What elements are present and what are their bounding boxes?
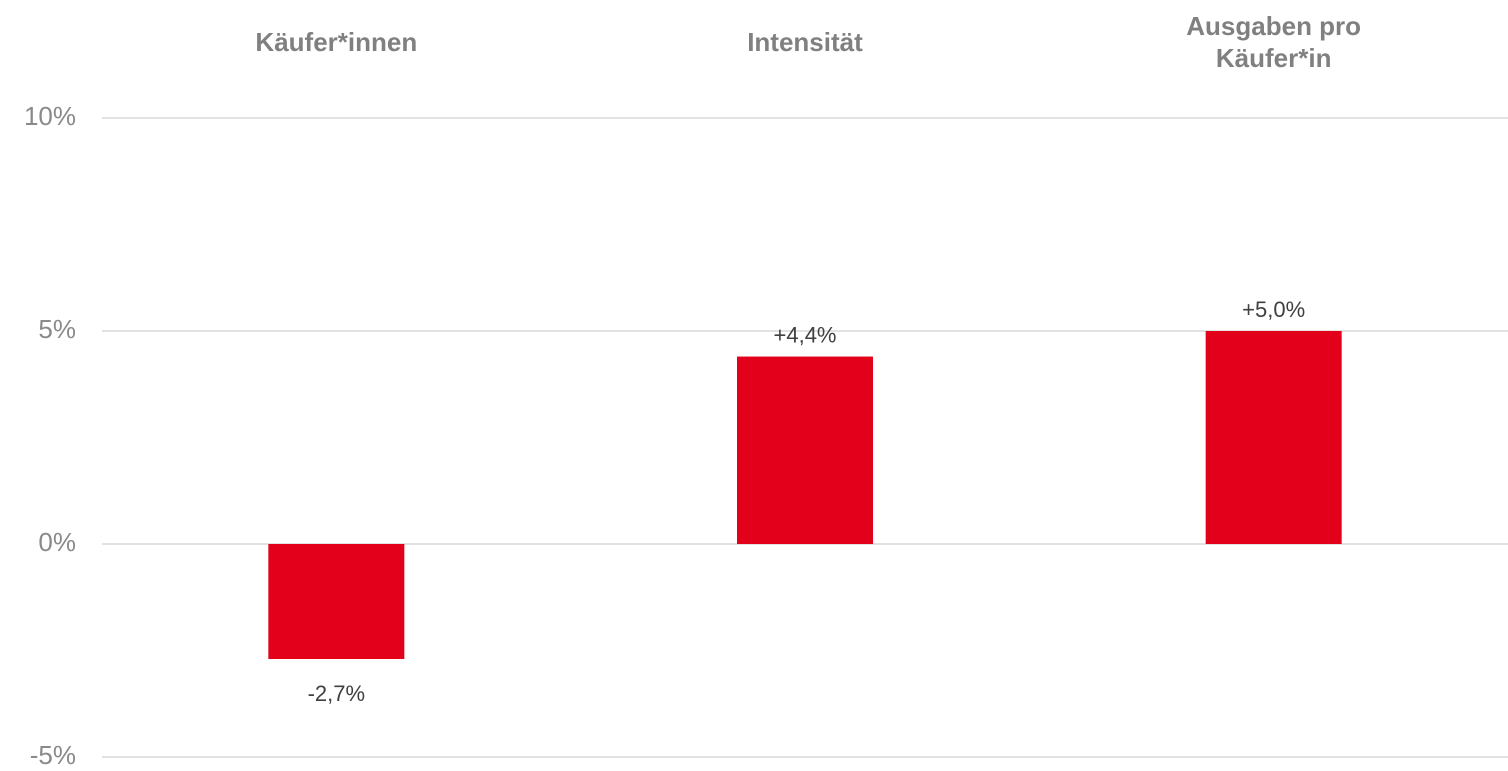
y-tick-label: -5%: [30, 740, 76, 770]
data-label: +5,0%: [1242, 297, 1305, 322]
category-label: Käufer*innen: [255, 27, 417, 57]
y-tick-label: 10%: [24, 101, 76, 131]
category-label: Intensität: [747, 27, 863, 57]
y-tick-label: 0%: [38, 527, 76, 557]
data-label: +4,4%: [774, 323, 837, 348]
category-labels: Käufer*innen Intensität Ausgaben pro Käufer…: [255, 11, 1361, 73]
y-tick-label: 5%: [38, 314, 76, 344]
y-axis-tick-labels: 10% 5% 0% -5%: [24, 101, 76, 770]
bar: [1205, 331, 1342, 544]
bar: [268, 544, 405, 660]
data-labels: -2,7% +4,4% +5,0%: [308, 297, 1306, 706]
bar: [737, 356, 873, 544]
bars: [268, 331, 1342, 660]
category-label: Ausgaben pro Käufer*in: [1186, 11, 1361, 73]
data-label: -2,7%: [308, 681, 365, 706]
